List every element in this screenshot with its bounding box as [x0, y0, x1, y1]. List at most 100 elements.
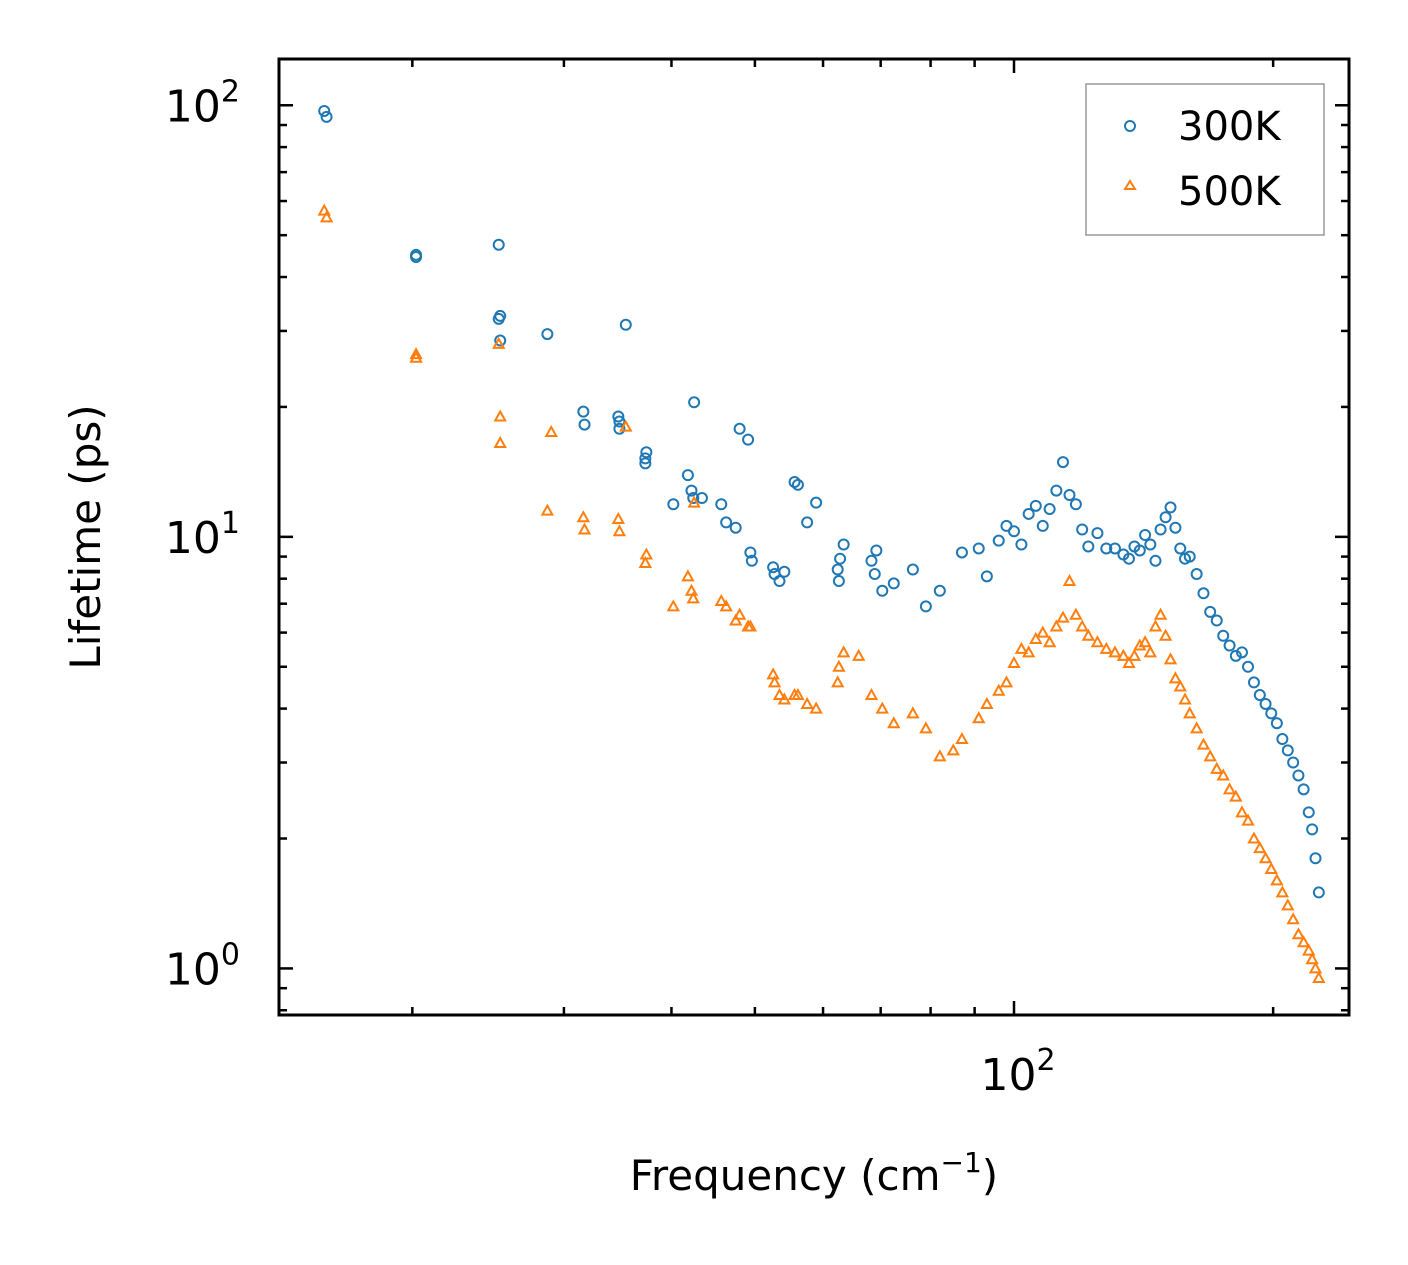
- y-tick-label: 100: [165, 937, 240, 995]
- data-point: [1163, 652, 1178, 665]
- data-point: [685, 484, 698, 497]
- data-point: [773, 575, 786, 588]
- axis-ticks: [279, 59, 1349, 1015]
- data-point: [1312, 886, 1325, 899]
- data-point: [1014, 641, 1029, 654]
- data-point: [887, 577, 900, 590]
- data-point: [980, 570, 993, 583]
- data-point: [1241, 813, 1255, 826]
- data-point: [1069, 498, 1082, 511]
- data-point: [1183, 550, 1196, 563]
- data-point: [688, 396, 701, 409]
- data-point: [695, 492, 708, 505]
- data-point: [1043, 503, 1056, 516]
- y-axis-label: Lifetime (ps): [61, 404, 110, 669]
- data-point: [1281, 898, 1295, 911]
- data-point: [1235, 805, 1249, 818]
- data-point: [577, 405, 590, 418]
- data-point: [1247, 676, 1260, 689]
- data-point: [1081, 628, 1096, 641]
- data-point: [1196, 737, 1211, 750]
- data-point: [576, 510, 591, 523]
- data-point: [1169, 521, 1182, 534]
- data-point: [1287, 756, 1300, 769]
- data-point: [1204, 605, 1217, 618]
- data-point: [831, 675, 845, 688]
- legend-label-300k: 300K: [1178, 104, 1282, 150]
- data-point: [409, 347, 423, 360]
- x-axis-label: Frequency (cm−1): [630, 1146, 998, 1200]
- data-point: [1302, 943, 1316, 956]
- data-point: [1183, 706, 1197, 719]
- data-point: [639, 547, 654, 560]
- data-point: [836, 645, 851, 658]
- data-point: [1153, 607, 1168, 620]
- data-point: [1036, 625, 1050, 638]
- tick-labels: 102 100 101 102: [165, 74, 1056, 1101]
- data-point: [768, 568, 781, 581]
- plot-points: [317, 104, 1326, 984]
- data-point: [1091, 527, 1104, 540]
- data-point: [1090, 635, 1105, 648]
- data-point: [1203, 749, 1217, 762]
- data-point: [1306, 823, 1319, 836]
- data-point: [919, 721, 933, 734]
- data-point: [980, 696, 994, 709]
- data-point: [492, 238, 505, 251]
- data-point: [875, 701, 889, 714]
- data-point: [409, 350, 423, 363]
- data-point: [686, 591, 700, 604]
- data-point: [544, 424, 558, 437]
- data-point: [831, 563, 844, 576]
- data-point: [1029, 499, 1042, 512]
- data-point: [719, 599, 733, 612]
- data-point: [864, 687, 879, 701]
- data-point: [1007, 655, 1021, 669]
- data-point: [729, 613, 743, 626]
- data-point: [1308, 961, 1323, 974]
- data-point: [1108, 542, 1121, 555]
- data-point: [1197, 587, 1210, 600]
- data-point: [733, 422, 746, 435]
- data-point: [1022, 507, 1035, 520]
- data-point: [1056, 456, 1069, 469]
- series-300k: [318, 104, 1325, 899]
- legend: 300K 500K: [1085, 83, 1325, 236]
- data-point: [791, 687, 805, 701]
- data-point: [972, 542, 985, 555]
- data-point: [684, 583, 699, 596]
- data-point: [1082, 540, 1095, 553]
- data-point: [687, 495, 701, 508]
- data-point: [876, 584, 889, 597]
- data-point: [767, 561, 780, 574]
- data-point: [766, 667, 780, 680]
- data-point: [955, 546, 968, 559]
- data-point: [578, 418, 591, 431]
- data-point: [1099, 641, 1113, 654]
- data-point: [870, 544, 883, 557]
- data-point: [492, 312, 505, 325]
- data-point: [1029, 631, 1043, 644]
- data-point: [1158, 628, 1173, 641]
- data-point: [1259, 697, 1272, 710]
- data-point: [1056, 610, 1070, 623]
- y-tick-label: 101: [165, 506, 240, 564]
- data-point: [933, 749, 947, 762]
- data-point: [1049, 619, 1064, 632]
- data-point: [800, 696, 814, 709]
- y-tick-label: 102: [165, 74, 240, 132]
- data-point: [801, 516, 814, 529]
- data-point: [1062, 573, 1077, 587]
- data-point: [1100, 542, 1113, 555]
- data-point: [919, 600, 932, 613]
- data-point: [865, 554, 878, 567]
- data-point: [788, 475, 801, 488]
- data-point: [577, 522, 592, 535]
- data-point: [1286, 912, 1300, 925]
- data-point: [666, 599, 681, 612]
- data-point: [1133, 544, 1146, 557]
- data-point: [1291, 927, 1306, 940]
- data-point: [667, 498, 680, 511]
- data-point: [744, 546, 757, 559]
- data-point: [619, 318, 632, 331]
